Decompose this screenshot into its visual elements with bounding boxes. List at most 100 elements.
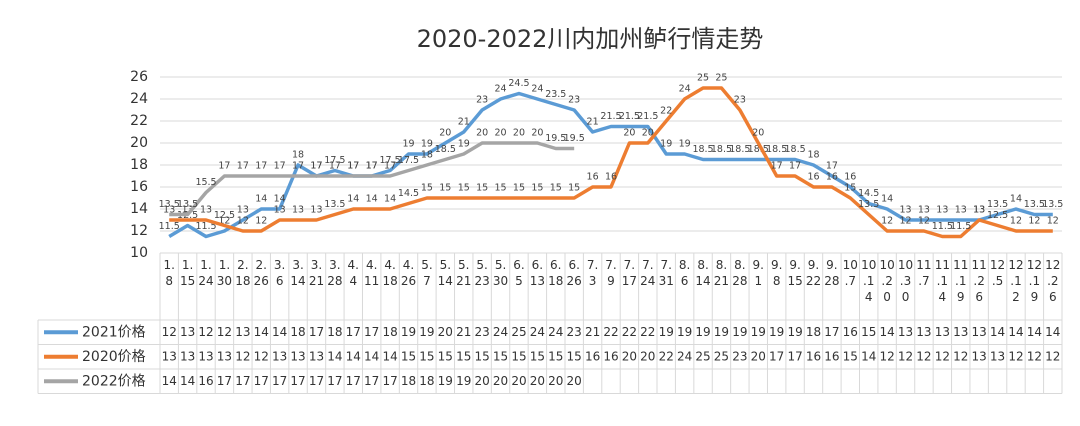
x-tick-label: 10.1 4 bbox=[861, 258, 876, 304]
table-value: 17 bbox=[235, 374, 250, 388]
data-label: 12 bbox=[881, 216, 893, 227]
table-value: 14 bbox=[327, 349, 342, 363]
table-value: 15 bbox=[861, 325, 876, 339]
x-tick-label: 5. 30 bbox=[493, 258, 508, 288]
table-value: 17 bbox=[346, 325, 361, 339]
data-label: 15 bbox=[568, 183, 580, 194]
data-label: 13 bbox=[163, 205, 175, 216]
data-label: 18.5 bbox=[692, 144, 713, 155]
table-value: 25 bbox=[695, 349, 710, 363]
data-label: 18.5 bbox=[711, 144, 732, 155]
x-tick-label: 7. 3 bbox=[587, 258, 598, 288]
data-label: 19.5 bbox=[564, 133, 585, 144]
data-label: 17 bbox=[384, 161, 396, 172]
data-label: 15 bbox=[844, 183, 856, 194]
table-value: 22 bbox=[622, 325, 637, 339]
data-label: 25 bbox=[715, 73, 727, 84]
x-tick-label: 5. 7 bbox=[421, 258, 432, 288]
data-label: 20 bbox=[513, 128, 525, 139]
x-tick-label: 10.3 0 bbox=[898, 258, 913, 304]
table-value: 20 bbox=[751, 349, 766, 363]
data-label: 15 bbox=[421, 183, 433, 194]
table-value: 17 bbox=[364, 374, 379, 388]
data-label: 17 bbox=[292, 161, 304, 172]
data-label: 13.5 bbox=[1024, 199, 1045, 210]
table-value: 18 bbox=[290, 325, 305, 339]
x-tick-label: 11.2 6 bbox=[972, 258, 987, 304]
table-value: 14 bbox=[990, 325, 1005, 339]
data-label: 13 bbox=[274, 205, 286, 216]
y-tick-label: 16 bbox=[130, 179, 148, 195]
data-label: 18 bbox=[292, 150, 304, 161]
data-label: 21 bbox=[587, 117, 599, 128]
table-value: 14 bbox=[346, 349, 361, 363]
y-tick-label: 10 bbox=[130, 245, 148, 261]
data-label: 13 bbox=[899, 205, 911, 216]
data-label: 17 bbox=[789, 161, 801, 172]
table-value: 16 bbox=[843, 325, 858, 339]
table-value: 14 bbox=[364, 349, 379, 363]
data-label: 17 bbox=[237, 161, 249, 172]
table-value: 24 bbox=[548, 325, 563, 339]
data-label: 13 bbox=[237, 205, 249, 216]
data-label: 12 bbox=[237, 216, 249, 227]
data-label: 12 bbox=[918, 216, 930, 227]
data-label: 11.5 bbox=[932, 221, 953, 232]
x-tick-label: 3. 21 bbox=[309, 258, 324, 288]
data-label: 17.5 bbox=[324, 155, 345, 166]
data-label: 20 bbox=[531, 128, 543, 139]
table-value: 18 bbox=[806, 325, 821, 339]
x-tick-label: 4. 26 bbox=[401, 258, 416, 288]
table-value: 13 bbox=[235, 325, 250, 339]
y-tick-label: 22 bbox=[130, 113, 148, 129]
table-value: 15 bbox=[438, 349, 453, 363]
table-value: 12 bbox=[162, 325, 177, 339]
data-label: 23 bbox=[476, 95, 488, 106]
x-tick-label: 2. 26 bbox=[254, 258, 269, 288]
table-value: 20 bbox=[475, 374, 490, 388]
x-tick-label: 1. 8 bbox=[163, 258, 174, 288]
x-tick-label: 6. 18 bbox=[548, 258, 563, 288]
x-tick-label: 9. 28 bbox=[824, 258, 839, 288]
x-tick-label: 6. 5 bbox=[513, 258, 524, 288]
table-value: 17 bbox=[309, 325, 324, 339]
data-label: 14 bbox=[384, 194, 396, 205]
table-value: 17 bbox=[769, 349, 784, 363]
table-value: 17 bbox=[364, 325, 379, 339]
data-label: 17 bbox=[826, 161, 838, 172]
table-value: 15 bbox=[843, 349, 858, 363]
data-label: 13 bbox=[182, 205, 194, 216]
table-value: 13 bbox=[217, 349, 232, 363]
data-label: 15 bbox=[531, 183, 543, 194]
data-label: 11.5 bbox=[159, 221, 180, 232]
data-label: 12 bbox=[1047, 216, 1059, 227]
x-tick-label: 1. 30 bbox=[217, 258, 232, 288]
table-value: 12 bbox=[1045, 349, 1060, 363]
data-label: 15.5 bbox=[195, 177, 216, 188]
table-value: 15 bbox=[548, 349, 563, 363]
table-value: 13 bbox=[290, 349, 305, 363]
x-tick-label: 10.7 bbox=[843, 258, 858, 288]
data-label: 17 bbox=[771, 161, 783, 172]
data-label: 17 bbox=[218, 161, 230, 172]
table-value: 20 bbox=[548, 374, 563, 388]
x-tick-label: 8. 21 bbox=[714, 258, 729, 288]
x-tick-label: 11.1 9 bbox=[953, 258, 968, 304]
data-label: 14 bbox=[274, 194, 286, 205]
data-label: 17.5 bbox=[380, 155, 401, 166]
y-tick-label: 20 bbox=[130, 135, 148, 151]
y-tick-label: 12 bbox=[130, 223, 148, 239]
data-label: 13 bbox=[310, 205, 322, 216]
table-value: 15 bbox=[567, 349, 582, 363]
table-value: 13 bbox=[180, 325, 195, 339]
x-tick-label: 3. 6 bbox=[274, 258, 285, 288]
data-label: 13.5 bbox=[177, 199, 198, 210]
data-label: 24 bbox=[679, 84, 691, 95]
x-tick-label: 12.1 2 bbox=[1008, 258, 1023, 304]
x-tick-label: 2. 18 bbox=[235, 258, 250, 288]
table-value: 18 bbox=[419, 374, 434, 388]
table-value: 12 bbox=[953, 349, 968, 363]
data-label: 11.5 bbox=[950, 221, 971, 232]
x-tick-label: 8. 6 bbox=[679, 258, 690, 288]
x-tick-label: 7. 9 bbox=[605, 258, 616, 288]
